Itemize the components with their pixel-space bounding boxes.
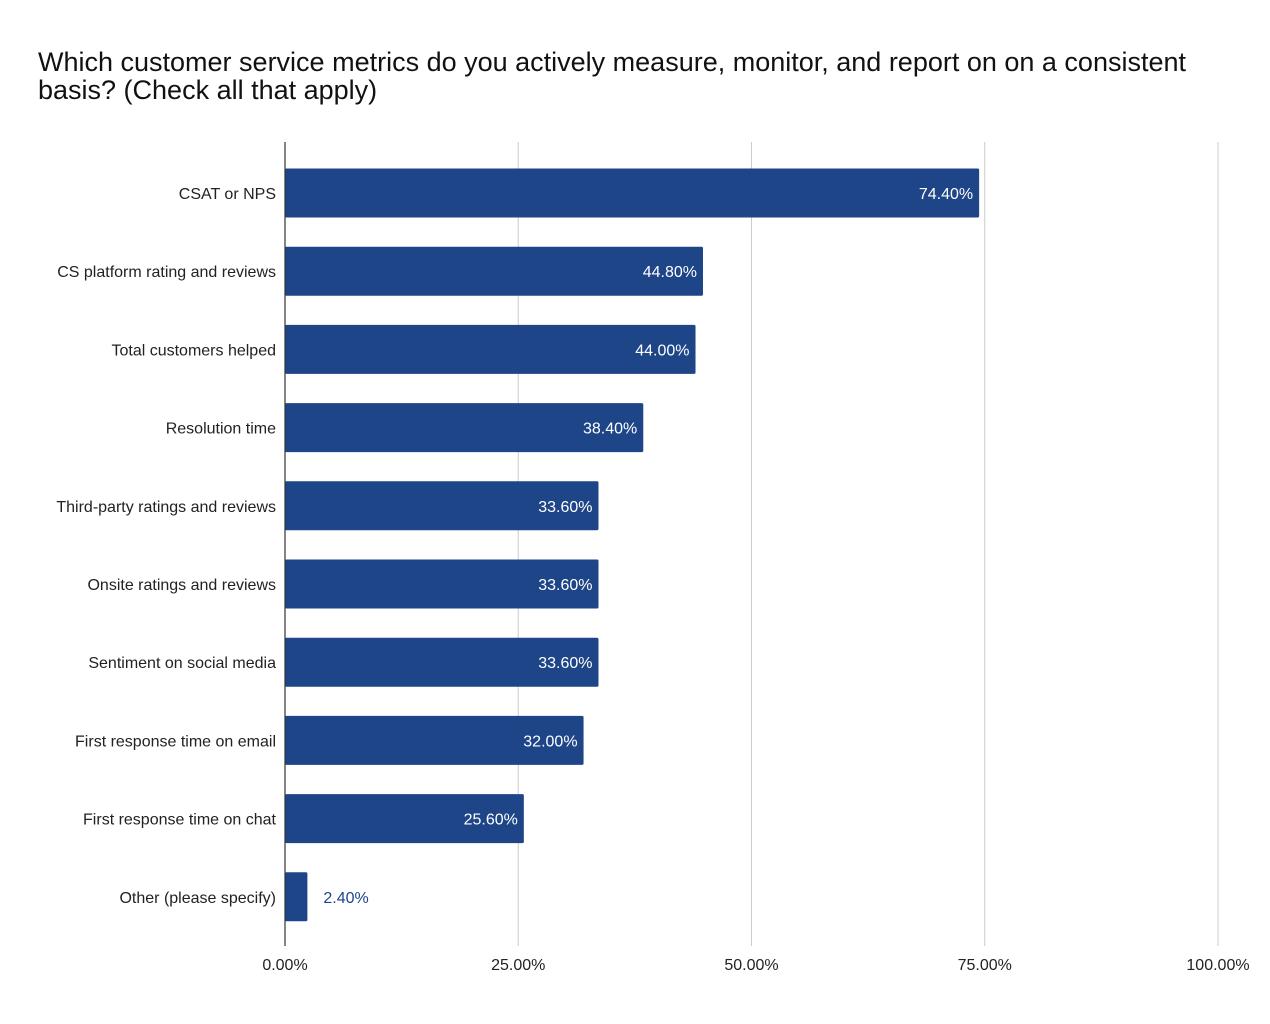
bar bbox=[285, 794, 524, 844]
chart-title: Which customer service metrics do you ac… bbox=[38, 47, 1187, 105]
data-label: 44.80% bbox=[643, 264, 697, 281]
x-tick-label: 50.00% bbox=[724, 957, 778, 974]
category-label: Onsite ratings and reviews bbox=[87, 577, 276, 594]
category-label: Total customers helped bbox=[111, 342, 276, 359]
x-tick-label: 0.00% bbox=[262, 957, 307, 974]
x-tick-label: 100.00% bbox=[1186, 957, 1249, 974]
x-tick-label: 25.00% bbox=[491, 957, 545, 974]
data-label: 38.40% bbox=[583, 421, 637, 438]
category-label: Other (please specify) bbox=[119, 890, 276, 907]
bar bbox=[285, 403, 644, 453]
category-label: First response time on email bbox=[75, 733, 276, 750]
data-label: 25.60% bbox=[464, 812, 518, 829]
bar bbox=[285, 715, 584, 765]
data-label: 74.40% bbox=[919, 186, 973, 203]
data-label: 32.00% bbox=[523, 733, 577, 750]
data-label: 2.40% bbox=[323, 890, 368, 907]
x-tick-label: 75.00% bbox=[958, 957, 1012, 974]
category-label: Sentiment on social media bbox=[88, 655, 276, 672]
category-label: CSAT or NPS bbox=[179, 186, 276, 203]
data-label: 44.00% bbox=[635, 342, 689, 359]
data-label: 33.60% bbox=[538, 499, 592, 516]
bar bbox=[285, 559, 599, 609]
bar bbox=[285, 481, 599, 531]
bar bbox=[285, 168, 980, 218]
bar bbox=[285, 872, 308, 922]
category-label: Third-party ratings and reviews bbox=[56, 499, 276, 516]
data-label: 33.60% bbox=[538, 655, 592, 672]
category-label: Resolution time bbox=[166, 421, 276, 438]
category-label: First response time on chat bbox=[83, 812, 277, 829]
bar bbox=[285, 246, 703, 296]
bar bbox=[285, 324, 696, 374]
category-label: CS platform rating and reviews bbox=[57, 264, 276, 281]
bar bbox=[285, 637, 599, 687]
data-label: 33.60% bbox=[538, 577, 592, 594]
